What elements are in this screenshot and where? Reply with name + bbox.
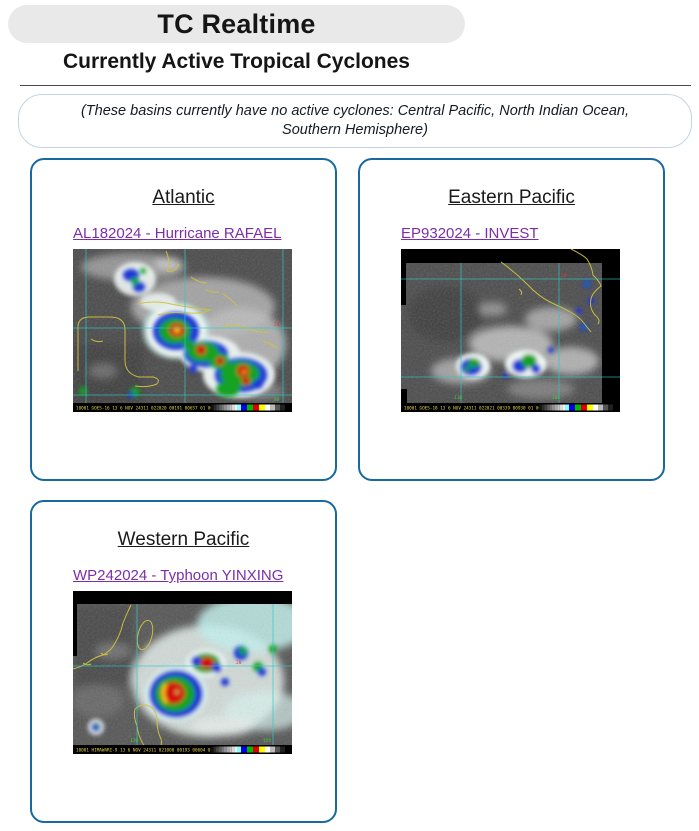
page-header: TC Realtime Currently Active Tropical Cy…	[8, 5, 465, 74]
caption-bar: 10001 GOES-16 13 6 NOV 24311 022020 0019…	[73, 403, 292, 412]
storm-link-rafael[interactable]: AL182024 - Hurricane RAFAEL	[73, 225, 282, 242]
grid-lines: 20 110 105	[401, 263, 620, 403]
caption-bar: 10001 GOES-18 13 6 NOV 24311 022021 0033…	[401, 403, 620, 412]
lon-tick-label: 105	[552, 395, 560, 401]
panel-body: AL182024 - Hurricane RAFAEL	[73, 225, 335, 412]
grid-lines: 20 120 125	[73, 604, 292, 745]
grid-lines: 20 80	[73, 249, 292, 403]
basin-panel-western-pacific: Western Pacific WP242024 - Typhoon YINXI…	[30, 500, 337, 823]
panel-body: EP932024 - INVEST	[401, 225, 663, 412]
page-title: TC Realtime	[157, 8, 316, 39]
storm-link-invest[interactable]: EP932024 - INVEST	[401, 225, 539, 242]
basin-panel-atlantic: Atlantic AL182024 - Hurricane RAFAEL	[30, 158, 337, 481]
basin-title-atlantic: Atlantic	[152, 187, 215, 208]
lat-tick-label: 20	[274, 322, 280, 328]
lon-tick-label: 125	[263, 738, 271, 744]
lon-tick-label: 80	[274, 397, 280, 403]
basin-grid: Atlantic AL182024 - Hurricane RAFAEL	[30, 158, 699, 823]
caption-bar: 10001 HIMAWARI-9 13 6 NOV 24311 021000 0…	[73, 745, 292, 754]
scan-edge-frame	[401, 249, 620, 403]
basin-title-western-pacific: Western Pacific	[117, 529, 250, 550]
storm-enhanced-convection	[456, 280, 595, 379]
satellite-image-atlantic[interactable]: 20 80 10001 GOES-16 13 6 NOV 24311 02202…	[73, 249, 292, 412]
lat-tick-label: 20	[561, 273, 567, 279]
header-divider	[20, 85, 691, 86]
colorbar	[211, 746, 285, 753]
colorbar	[539, 404, 613, 411]
coastlines	[500, 249, 602, 333]
lon-tick-label: 110	[454, 395, 462, 401]
inactive-basins-notice: (These basins currently have no active c…	[18, 94, 692, 148]
storm-enhanced-convection	[88, 645, 277, 735]
lat-tick-label: 20	[236, 660, 242, 666]
basin-title-eastern-pacific: Eastern Pacific	[448, 187, 575, 208]
image-caption-text: 10001 GOES-18 13 6 NOV 24311 022021 0033…	[404, 406, 542, 412]
image-caption-text: 10001 HIMAWARI-9 13 6 NOV 24311 021000 0…	[76, 748, 221, 754]
storm-enhanced-convection	[79, 268, 267, 398]
empty-grid-cell	[358, 500, 665, 823]
satellite-image-western-pacific[interactable]: 20 120 125 10001 HIMAWARI-9 13 6 NOV 243…	[73, 591, 292, 754]
page-subtitle: Currently Active Tropical Cyclones	[62, 50, 410, 73]
scan-edge-frame	[73, 591, 292, 656]
title-pill: TC Realtime	[8, 5, 465, 43]
image-caption-text: 10001 GOES-16 13 6 NOV 24311 022020 0019…	[76, 406, 214, 412]
storm-link-yinxing[interactable]: WP242024 - Typhoon YINXING	[73, 567, 284, 584]
basin-panel-eastern-pacific: Eastern Pacific EP932024 - INVEST	[358, 158, 665, 481]
panel-body: WP242024 - Typhoon YINXING	[73, 567, 335, 754]
satellite-image-eastern-pacific[interactable]: 20 110 105 10001 GOES-18 13 6 NOV 24311 …	[401, 249, 620, 412]
lon-tick-label: 120	[130, 738, 138, 744]
colorbar	[211, 404, 285, 411]
